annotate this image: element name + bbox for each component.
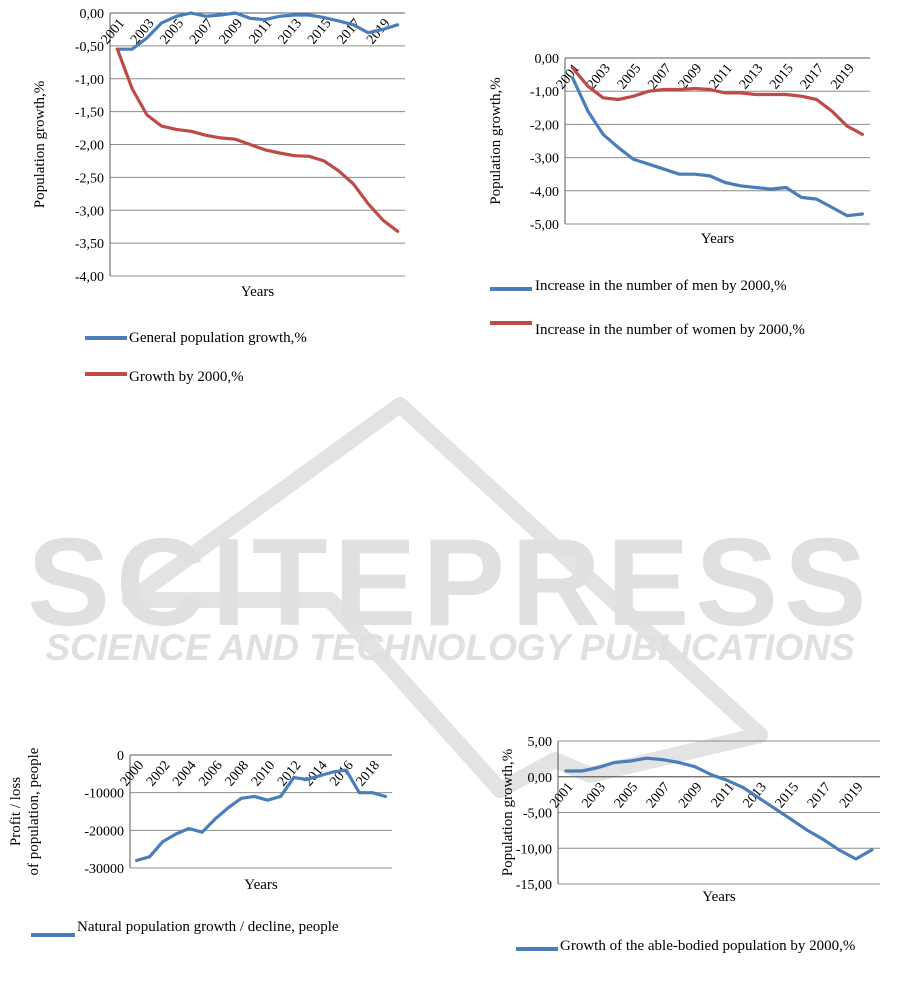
x-tick-label: 2002 [144,758,173,789]
x-tick-label: 2008 [223,758,252,789]
y-tick-label: -10000 [84,787,124,802]
y-tick-label: -4,00 [75,270,104,285]
legend-label: Growth of the able-bodied population by … [560,938,856,954]
series-line-1 [135,768,387,863]
legend-swatch-blue [31,933,75,937]
legend-swatch-blue [516,947,558,951]
y-tick-label: -2,50 [75,171,104,186]
legend-label: Growth by 2000,% [129,369,244,385]
legend-swatch-red [490,321,532,325]
y-tick-label: 0 [117,749,124,764]
x-tick-label: 2015 [767,61,796,92]
y-axis-title: Profit / loss of population, people [8,747,42,875]
x-tick-label: 2019 [837,780,866,811]
y-tick-label: 5,00 [528,735,553,750]
x-tick-label: 2006 [196,758,225,789]
y-tick-label: -30000 [84,862,124,877]
y-tick-label: -2,00 [530,118,559,133]
x-tick-label: 2011 [246,16,275,47]
series-line-2 [570,66,865,136]
series-line-1 [115,11,400,51]
y-axis-title: Population growth,% [32,81,48,209]
series-line-2 [115,47,400,233]
x-tick-label: 2007 [644,780,673,811]
x-tick-label: 2010 [249,758,278,789]
y-tick-label: -1,00 [75,73,104,88]
y-tick-label: -0,50 [75,40,104,55]
y-tick-label: -3,50 [75,237,104,252]
y-tick-label: -1,50 [75,106,104,121]
y-tick-label: 0,00 [80,7,105,22]
x-axis-title: Years [701,231,735,247]
legend-label: Natural population growth / decline, peo… [77,919,339,935]
x-tick-label: 2004 [170,758,199,789]
watermark: SCITEPRESS SCIENCE AND TECHNOLOGY PUBLIC… [27,397,873,798]
legend-label: Increase in the number of men by 2000,% [535,278,787,294]
x-axis-title: Years [702,889,736,905]
legend-swatch-blue [490,287,532,291]
legend-label: General population growth,% [129,330,307,346]
x-tick-label: 2005 [612,780,641,811]
x-tick-label: 2017 [805,780,834,811]
chart-3: 0-10000-20000-30000200020022004200620082… [8,747,392,893]
y-tick-label: -3,00 [530,152,559,167]
x-tick-label: 2003 [579,780,608,811]
x-tick-label: 2011 [707,61,736,92]
watermark-brand: SCITEPRESS [27,514,873,652]
watermark-tagline: SCIENCE AND TECHNOLOGY PUBLICATIONS [45,627,855,668]
x-tick-label: 2007 [187,16,216,47]
x-axis-title: Years [244,877,278,893]
y-tick-label: -5,00 [530,218,559,233]
x-tick-label: 2019 [828,61,857,92]
y-tick-label: -20000 [84,824,124,839]
y-tick-label: 0,00 [535,52,560,67]
x-tick-label: 2007 [645,61,674,92]
y-tick-label: -10,00 [516,842,552,857]
legend-swatch-blue [85,336,127,340]
x-tick-label: 2005 [615,61,644,92]
y-tick-label: -15,00 [516,878,552,893]
y-tick-label: -3,00 [75,204,104,219]
y-axis-title: Population growth,% [500,749,516,877]
series-line-1 [564,756,874,861]
series-line-1 [570,76,865,218]
y-tick-label: -4,00 [530,185,559,200]
x-tick-label: 2018 [354,758,383,789]
x-tick-label: 2015 [305,16,334,47]
chart-1: 0,00 -0,50 -1,00 -1,50 -2,00 -2,50 -3,00 -3,50 -… [32,7,405,300]
legend-swatch-red [85,372,127,376]
x-axis-title: Years [241,284,275,300]
y-tick-label: -2,00 [75,139,104,154]
legend-label: Increase in the number of women by 2000,… [535,322,805,338]
x-tick-label: 2009 [217,16,246,47]
x-tick-label: 2013 [276,16,305,47]
x-tick-label: 2015 [773,780,802,811]
x-tick-label: 2017 [798,61,827,92]
y-tick-label: -1,00 [530,85,559,100]
y-axis-title: Population growth,% [488,77,504,205]
watermark-book-icon [122,397,768,798]
y-tick-label: 0,00 [528,771,553,786]
x-tick-label: 2009 [676,780,705,811]
x-tick-label: 2013 [737,61,766,92]
y-tick-label: -5,00 [523,807,552,822]
